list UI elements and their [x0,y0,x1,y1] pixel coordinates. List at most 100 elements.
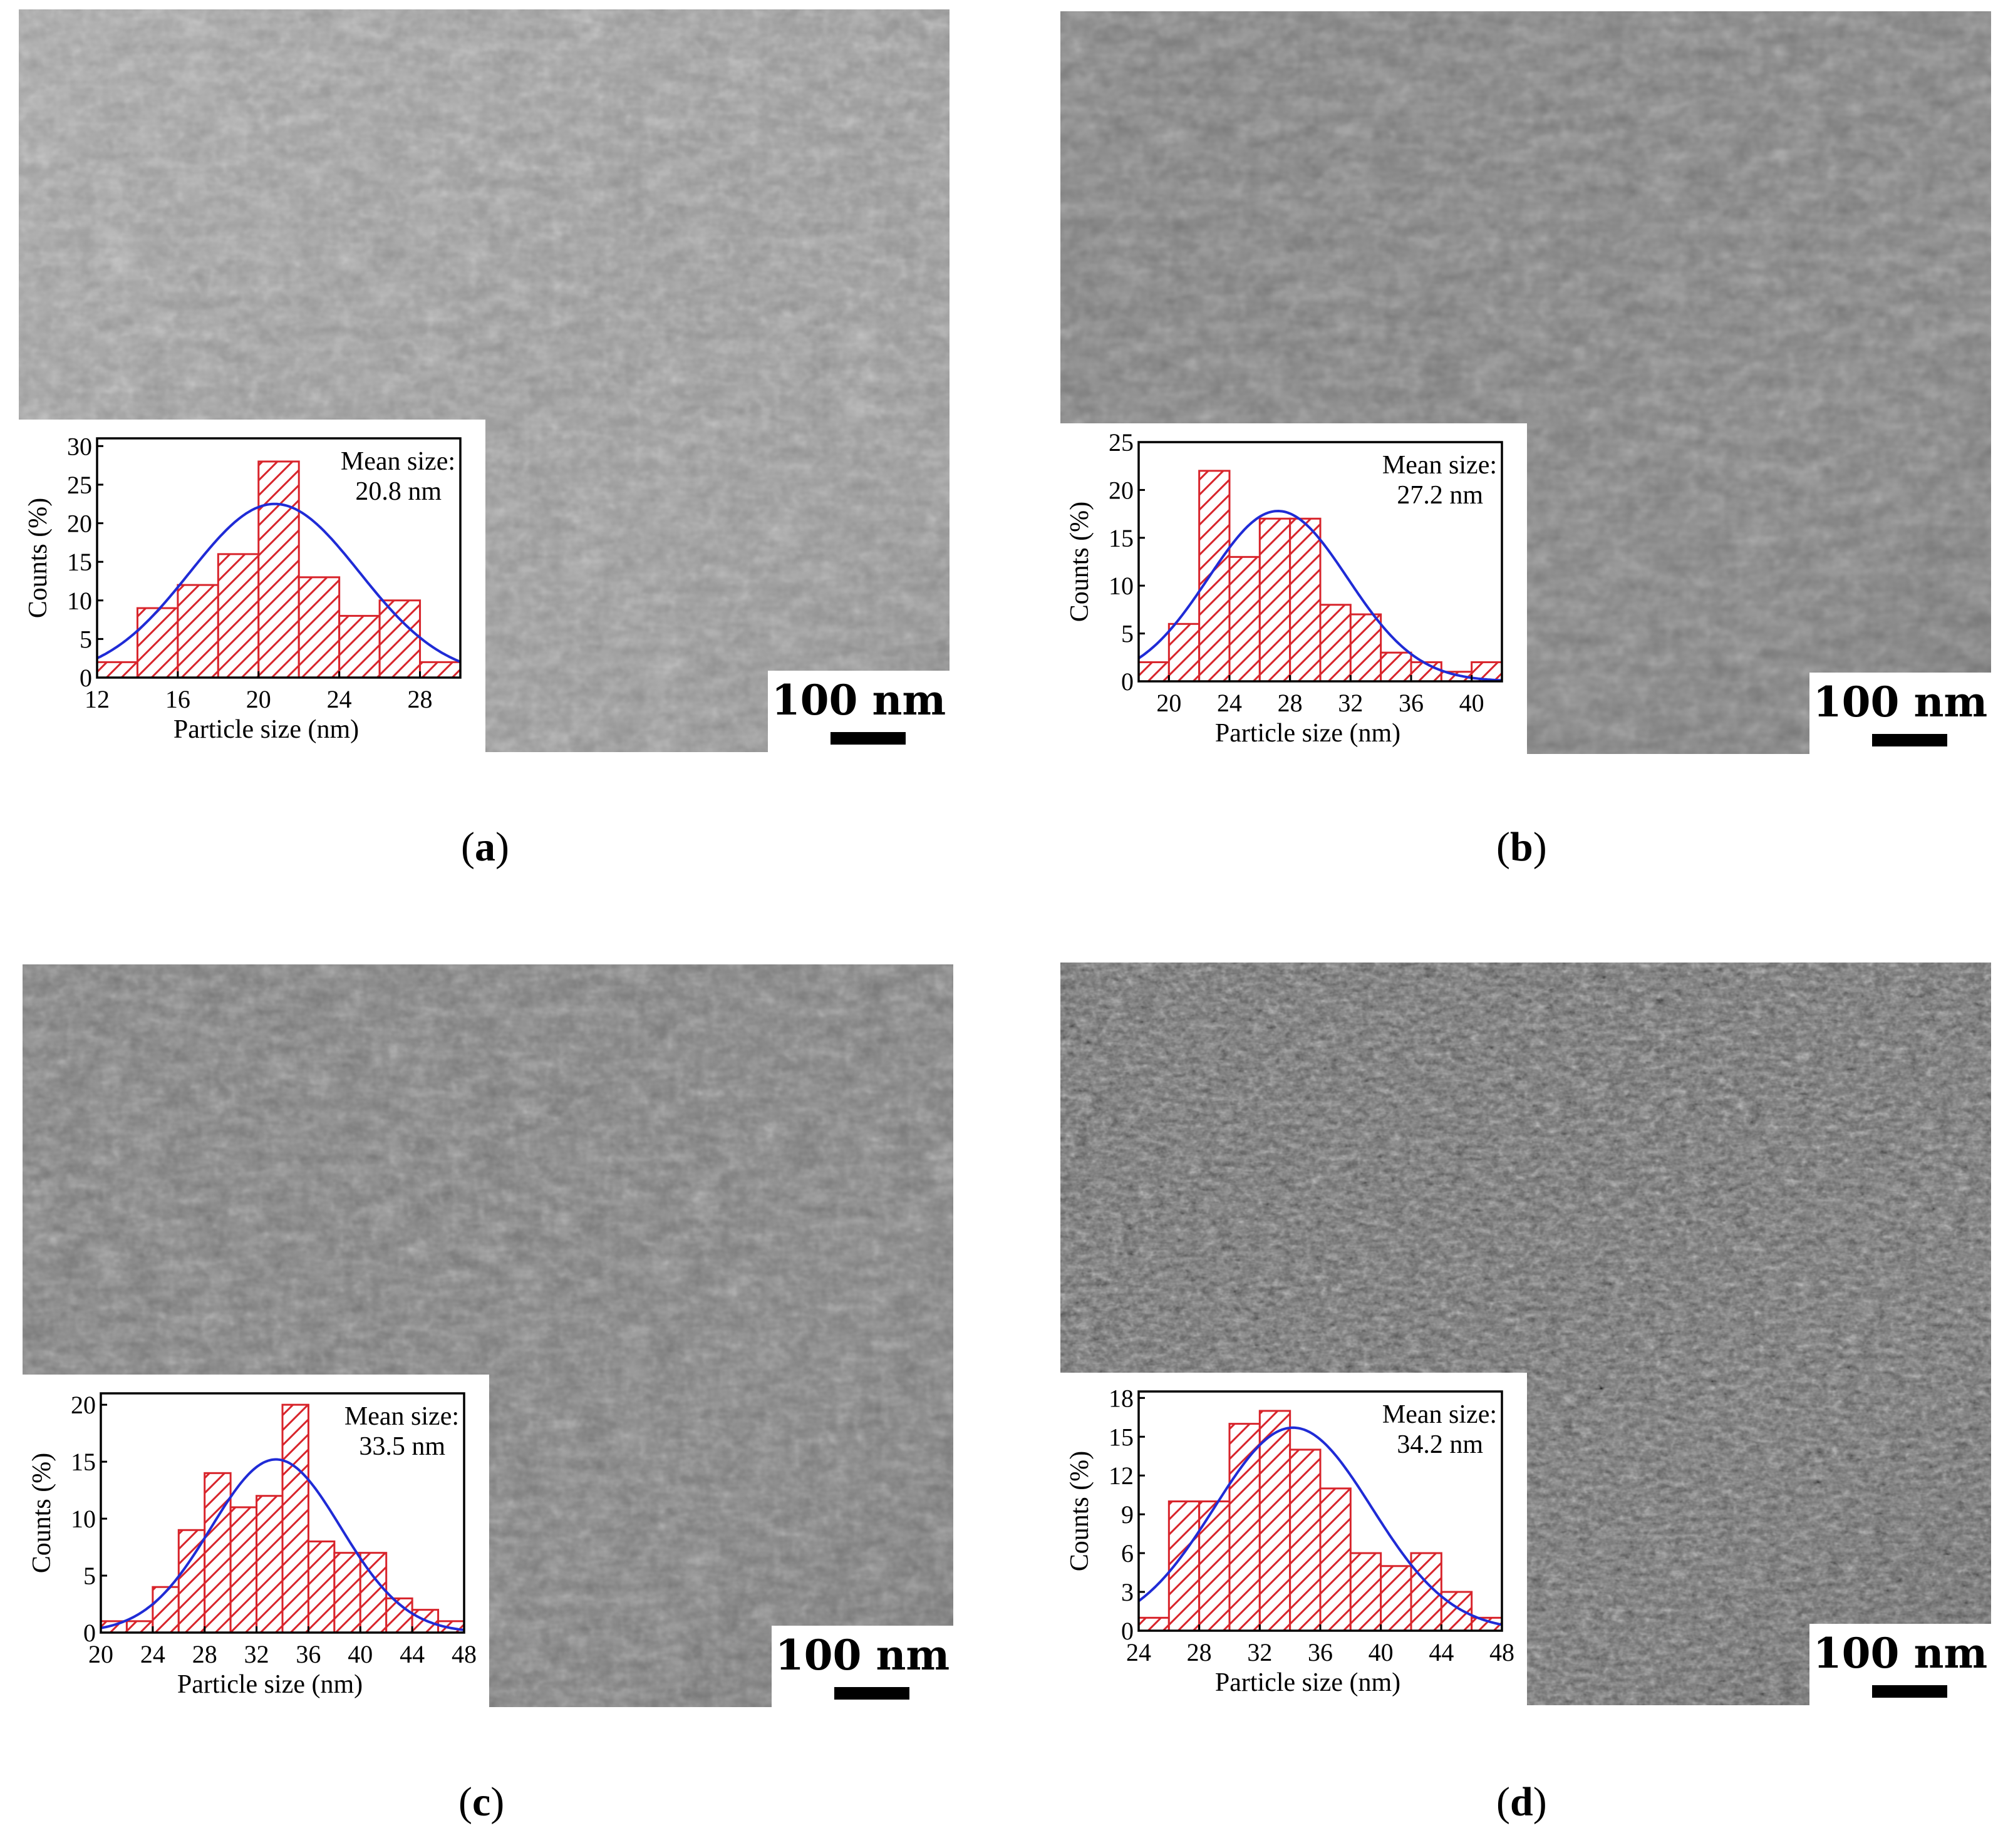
x-tick-label: 12 [85,685,110,713]
x-tick-label: 28 [408,685,433,713]
mean-size-value: 20.8 nm [355,477,442,506]
y-tick-label: 0 [80,664,92,692]
y-tick-label: 12 [1109,1462,1134,1490]
gaussian-fit-curve [1137,1426,1503,1626]
histogram-inset-c: 20 24 28 32 36 40 44 48 0 5 10 15 20 Particle size (n… [23,1375,489,1707]
histogram-bar [1349,1552,1382,1632]
histogram-bar [125,1620,154,1634]
histogram-bar [1410,661,1442,683]
x-tick-label: 28 [1278,689,1303,717]
scale-bar-b [1872,734,1947,746]
x-axis-label: Particle size (nm) [177,1670,363,1699]
caption-c: (c) [458,1779,505,1825]
y-tick-label: 6 [1121,1539,1134,1567]
x-tick-label: 28 [1187,1638,1212,1666]
plot-frame [96,437,462,679]
histogram-inset-b: 20 24 28 32 36 40 0 5 10 15 20 25 Particle size (nm)… [1060,423,1527,756]
histogram-bar [257,460,300,679]
scale-bar-a [831,732,906,745]
histogram-bar [333,1552,361,1634]
y-tick-label: 10 [71,1505,96,1533]
histogram-bar [204,1472,232,1634]
histogram-bar [281,1403,309,1634]
histogram-bar [378,599,422,679]
scale-bar-box-c: 100 nm [772,1626,953,1707]
histogram-bar [1137,661,1170,683]
caption-letter-b: b [1509,824,1533,870]
y-tick-label: 15 [71,1448,96,1476]
plot-frame [100,1392,465,1634]
histogram-bar [1198,470,1231,683]
x-tick-label: 36 [1308,1638,1333,1666]
histogram-bar [1258,517,1291,683]
x-tick-label: 40 [1369,1638,1394,1666]
y-tick-label: 30 [67,432,92,460]
y-tick-label: 15 [1109,524,1134,552]
mean-annotation-background [319,1398,460,1461]
y-axis-label: Counts (%) [28,1453,56,1574]
x-tick-label: 28 [192,1640,217,1668]
histogram-bar [298,576,341,679]
gaussian-fit-curve [100,1458,465,1631]
y-tick-label: 25 [1109,428,1134,457]
x-tick-label: 32 [1247,1638,1272,1666]
scale-bar-box-d: 100 nm [1809,1624,1991,1705]
histogram-bar [419,661,462,679]
y-tick-label: 10 [1109,572,1134,600]
x-tick-label: 36 [1399,689,1424,717]
y-tick-label: 5 [83,1562,96,1590]
histogram-bar [1319,604,1352,683]
y-axis-label: Counts (%) [24,498,53,619]
caption-letter-d: d [1509,1779,1533,1825]
caption-a: (a) [461,824,509,870]
x-tick-label: 16 [165,685,190,713]
scale-bar-label-c: 100 nm [775,1631,950,1680]
y-tick-label: 18 [1109,1384,1134,1412]
mean-size-label: Mean size: [341,447,455,476]
histogram-bar [1380,651,1412,683]
x-tick-label: 44 [400,1640,425,1668]
y-tick-label: 5 [1121,620,1134,648]
x-tick-label: 24 [1126,1638,1151,1666]
gaussian-fit-curve [96,502,461,663]
histogram-inset-d: 24 28 32 36 40 44 48 0 3 6 9 12 15 18 Particle size (n… [1060,1373,1527,1705]
caption-letter-a: a [474,824,495,870]
x-tick-label: 20 [246,685,271,713]
histogram-bar [217,553,260,679]
x-axis-label: Particle size (nm) [1215,1668,1400,1697]
mean-size-label: Mean size: [1382,1400,1497,1429]
gaussian-fit-curve [1137,509,1503,682]
mean-annotation-background [1357,1396,1498,1459]
histogram-b: 20 24 28 32 36 40 0 5 10 15 20 25 Particle size (nm)… [1065,428,1503,748]
panel-b: 20 24 28 32 36 40 0 5 10 15 20 25 Particle size (nm)… [1060,11,1991,756]
histogram-bar [1319,1487,1352,1632]
histogram-bar [307,1540,336,1634]
histogram-bar [1228,555,1261,683]
histogram-bar [1228,1423,1261,1632]
y-tick-label: 25 [67,471,92,499]
x-tick-label: 40 [1459,689,1484,717]
y-tick-label: 0 [1121,1617,1134,1645]
scale-bar-box-b: 100 nm [1809,673,1991,754]
histogram-bar [1289,1448,1322,1632]
caption-b: (b) [1496,824,1547,870]
histogram-bar [229,1506,258,1634]
y-tick-label: 0 [83,1619,96,1647]
x-tick-label: 44 [1429,1638,1454,1666]
histogram-bar [96,661,138,679]
scale-bar-box-a: 100 nm [768,671,950,752]
scale-bar-c [834,1687,909,1700]
histogram-bar [1137,1616,1170,1632]
y-tick-label: 20 [71,1391,96,1419]
y-tick-label: 15 [67,548,92,576]
y-tick-label: 9 [1121,1500,1134,1529]
mean-size-value: 34.2 nm [1397,1430,1483,1459]
y-tick-label: 0 [1121,668,1134,696]
mean-size-label: Mean size: [1382,451,1497,480]
histogram-bar [1167,622,1201,683]
x-tick-label: 20 [1156,689,1181,717]
histogram-bar [256,1495,284,1634]
caption-letter-c: c [472,1779,491,1825]
scale-bar-label-d: 100 nm [1813,1629,1988,1678]
